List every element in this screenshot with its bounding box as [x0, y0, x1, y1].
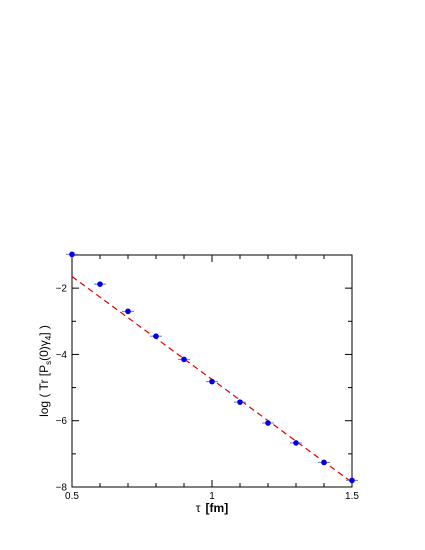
y-tick-label: −2: [56, 284, 68, 295]
y-axis-title-suffix: ] ): [37, 325, 51, 336]
data-point: [237, 399, 243, 405]
data-point: [265, 420, 271, 426]
data-point: [153, 333, 159, 340]
x-tick-label: 1: [209, 491, 215, 502]
data-point: [209, 378, 215, 385]
data-point: [97, 281, 103, 287]
data-point: [125, 308, 131, 315]
x-axis-title: τ [fm]: [196, 501, 228, 515]
data-point: [321, 459, 327, 466]
data-point: [293, 440, 299, 446]
y-axis-title-sub1: s: [44, 361, 53, 365]
x-tick-label: 0.5: [65, 491, 79, 502]
y-axis-title-middle: (0)γ: [37, 340, 51, 361]
x-axis-symbol: τ: [196, 501, 201, 515]
y-tick-label: −6: [56, 416, 68, 427]
data-points-group: [66, 251, 358, 484]
axis-ticks: [71, 255, 353, 488]
y-axis-title-sub2: 4: [44, 335, 53, 340]
x-tick-label: 1.5: [345, 491, 359, 502]
data-point: [349, 477, 355, 484]
x-axis-unit: [fm]: [206, 501, 229, 515]
data-point: [181, 356, 187, 363]
y-tick-label: −8: [56, 483, 68, 494]
y-axis-title: log ( Tr [Ps(0)γ4] ): [37, 325, 53, 417]
axis-tick-labels: 0.5 1 1.5 −2 −4 −6 −8: [56, 284, 360, 502]
y-tick-label: −4: [56, 350, 68, 361]
data-point: [69, 251, 75, 258]
y-axis-title-prefix: log ( Tr [P: [37, 365, 51, 417]
